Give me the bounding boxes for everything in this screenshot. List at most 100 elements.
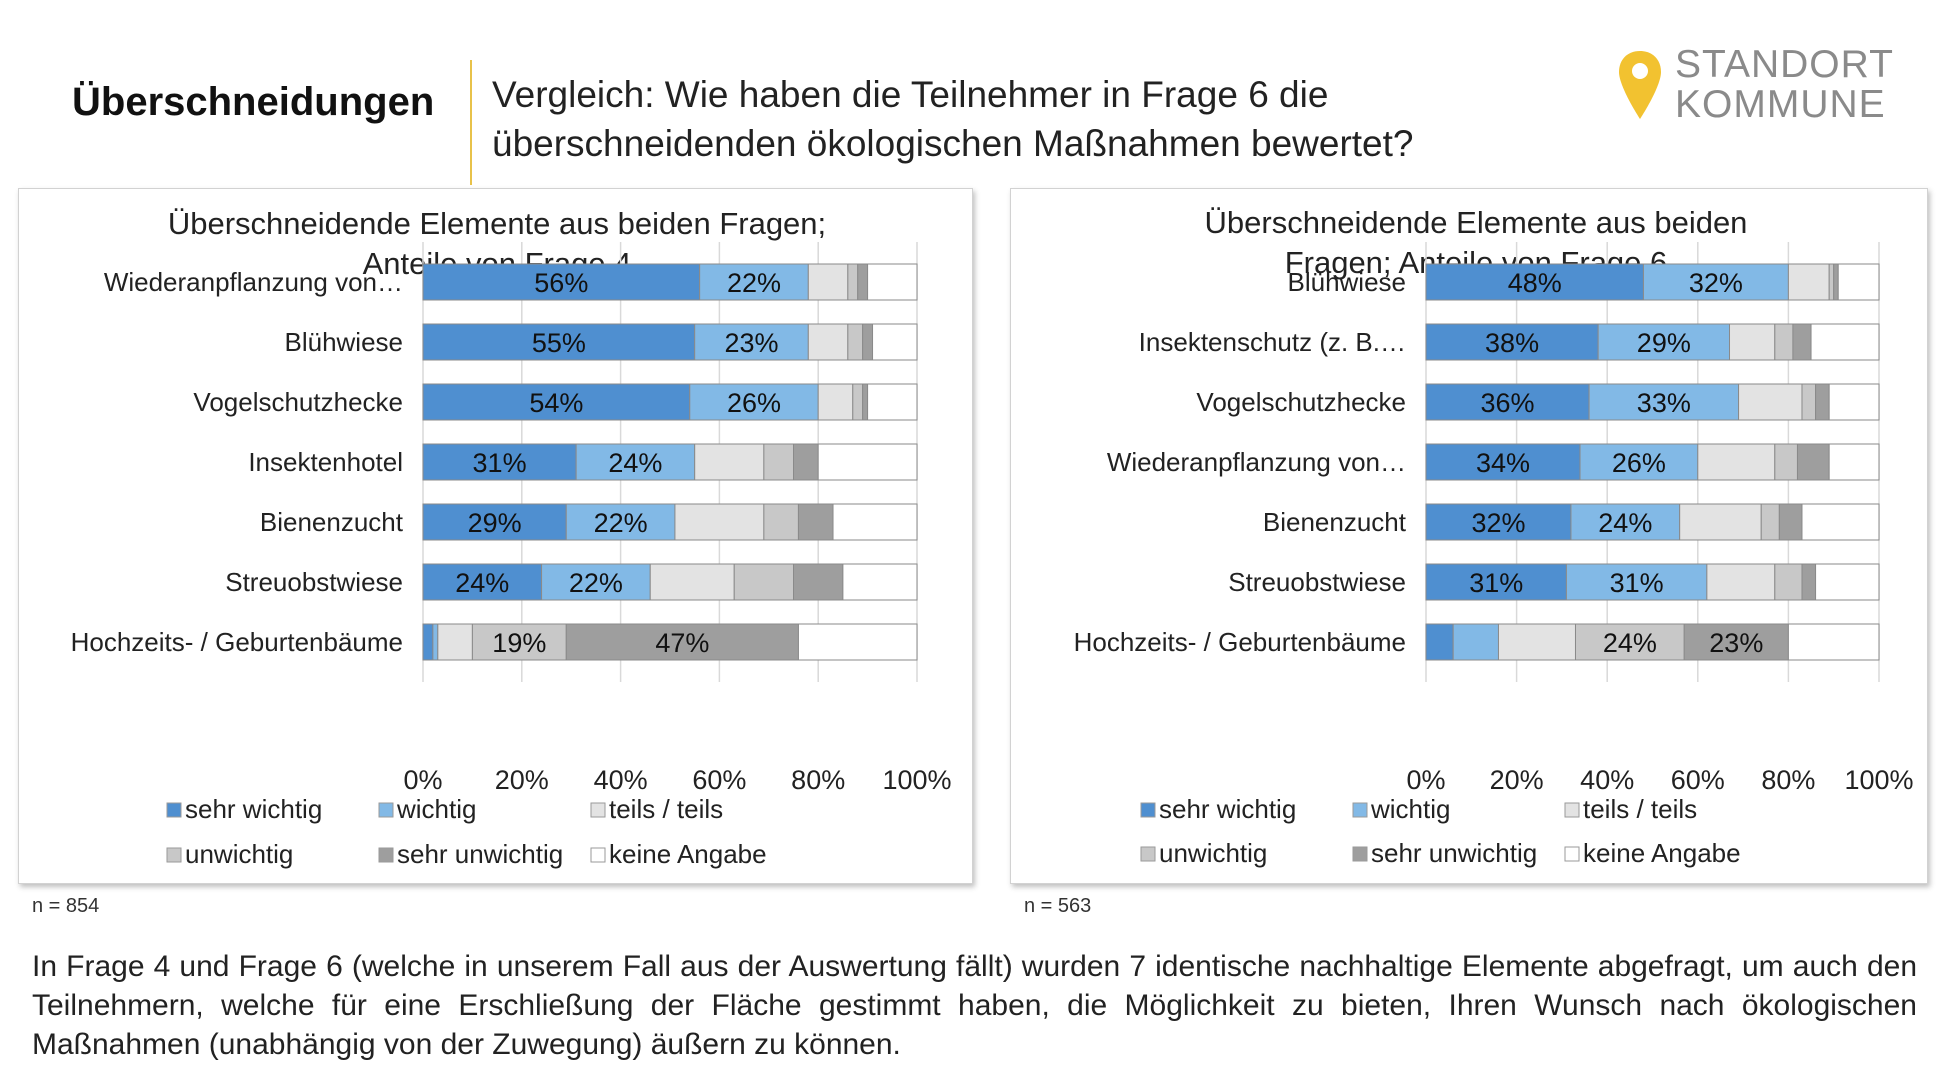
bar-segment [1828, 383, 1880, 421]
category-label: Streuobstwiese [225, 567, 403, 597]
bar-segment [1425, 623, 1454, 661]
bar-segment [1801, 383, 1817, 421]
data-label: 33% [1637, 388, 1691, 418]
x-tick-label: 100% [882, 765, 951, 795]
x-tick-label: 0% [1406, 765, 1445, 795]
chart-panel-frage-4: Überschneidende Elemente aus beiden Frag… [18, 188, 973, 884]
category-label: Bienenzucht [260, 507, 404, 537]
x-tick-label: 100% [1844, 765, 1913, 795]
bar-segment [862, 383, 869, 421]
bar-segment [1837, 263, 1880, 301]
data-label: 32% [1689, 268, 1743, 298]
x-tick-label: 60% [1671, 765, 1725, 795]
category-label: Wiederanpflanzung von… [104, 267, 403, 297]
bar-segment [1425, 323, 1599, 361]
bar-segment [1828, 263, 1835, 301]
bar-segment [422, 563, 543, 601]
legend-label: sehr unwichtig [1371, 838, 1537, 868]
map-pin-icon [1619, 51, 1661, 119]
bar-segment [867, 383, 918, 421]
legend-swatch [1352, 802, 1368, 818]
category-label: Wiederanpflanzung von… [1107, 447, 1406, 477]
data-label: 24% [1603, 628, 1657, 658]
bar-segment [541, 563, 651, 601]
bar-segment [1828, 443, 1880, 481]
bar-segment [1425, 563, 1567, 601]
legend-label: keine Angabe [609, 839, 767, 869]
x-tick-label: 0% [403, 765, 442, 795]
x-tick-label: 80% [791, 765, 845, 795]
legend-label: keine Angabe [1583, 838, 1741, 868]
x-tick-label: 80% [1761, 765, 1815, 795]
data-label: 22% [727, 268, 781, 298]
data-label: 22% [569, 568, 623, 598]
bar-segment [1778, 503, 1803, 541]
bar-segment [867, 263, 918, 301]
bar-segment [565, 623, 799, 661]
bar-segment [1815, 563, 1880, 601]
bar-segment [422, 503, 567, 541]
bar-segment [1565, 563, 1708, 601]
bar-segment [699, 263, 809, 301]
legend-swatch [166, 847, 182, 863]
bar-segment [1729, 323, 1776, 361]
legend-swatch [378, 847, 394, 863]
bar-segment [422, 383, 691, 421]
category-label: Insektenhotel [248, 447, 403, 477]
category-label: Blühwiese [284, 327, 403, 357]
legend-swatch [1564, 802, 1580, 818]
data-label: 23% [1709, 628, 1763, 658]
legend-label: sehr unwichtig [397, 839, 563, 869]
legend-label: sehr wichtig [185, 794, 322, 824]
legend-swatch [590, 847, 606, 863]
x-tick-label: 60% [692, 765, 746, 795]
data-label: 56% [534, 268, 588, 298]
bar-segment [1706, 563, 1776, 601]
bar-segment [817, 383, 854, 421]
bar-segment [694, 443, 765, 481]
data-label: 31% [1610, 568, 1664, 598]
bar-segment [689, 383, 819, 421]
category-label: Insektenschutz (z. B.… [1139, 327, 1406, 357]
legend-label: teils / teils [609, 794, 723, 824]
bar-segment [1774, 443, 1798, 481]
category-label: Blühwiese [1287, 267, 1406, 297]
data-label: 54% [529, 388, 583, 418]
category-label: Hochzeits- / Geburtenbäume [1074, 627, 1406, 657]
bar-segment [797, 503, 834, 541]
legend-swatch [1564, 846, 1580, 862]
legend-label: wichtig [1370, 794, 1450, 824]
bar-segment [422, 443, 577, 481]
bar-segment [793, 443, 819, 481]
bar-segment [763, 503, 799, 541]
logo-line-1: STANDORT [1675, 43, 1894, 86]
bar-segment [1833, 263, 1839, 301]
bar-segment [1774, 323, 1794, 361]
category-label: Hochzeits- / Geburtenbäume [71, 627, 403, 657]
x-tick-label: 20% [1490, 765, 1544, 795]
x-tick-label: 40% [594, 765, 648, 795]
bar-segment [797, 623, 918, 661]
bar-segment [842, 563, 918, 601]
bar-segment [1774, 563, 1803, 601]
bar-segment [1801, 563, 1817, 601]
bar-segment [1810, 323, 1880, 361]
data-label: 31% [1469, 568, 1523, 598]
bar-segment [471, 623, 567, 661]
bar-segment [857, 263, 869, 301]
data-label: 26% [1612, 448, 1666, 478]
bar-segment [1787, 623, 1880, 661]
bar-segment [674, 503, 765, 541]
chart-panel-frage-6: Überschneidende Elemente aus beiden Frage… [1010, 188, 1928, 884]
x-tick-label: 20% [495, 765, 549, 795]
data-label: 31% [473, 448, 527, 478]
bar-segment [565, 503, 676, 541]
x-tick-label: 40% [1580, 765, 1634, 795]
bar-segment [1738, 383, 1803, 421]
data-label: 29% [468, 508, 522, 538]
bar-segment [807, 263, 849, 301]
bar-segment [1697, 443, 1776, 481]
legend-swatch [1140, 802, 1156, 818]
stacked-bar-chart-frage-4: Überschneidende Elemente aus beiden Frag… [71, 206, 952, 869]
standort-kommune-logo: STANDORT KOMMUNE [1615, 45, 1905, 135]
